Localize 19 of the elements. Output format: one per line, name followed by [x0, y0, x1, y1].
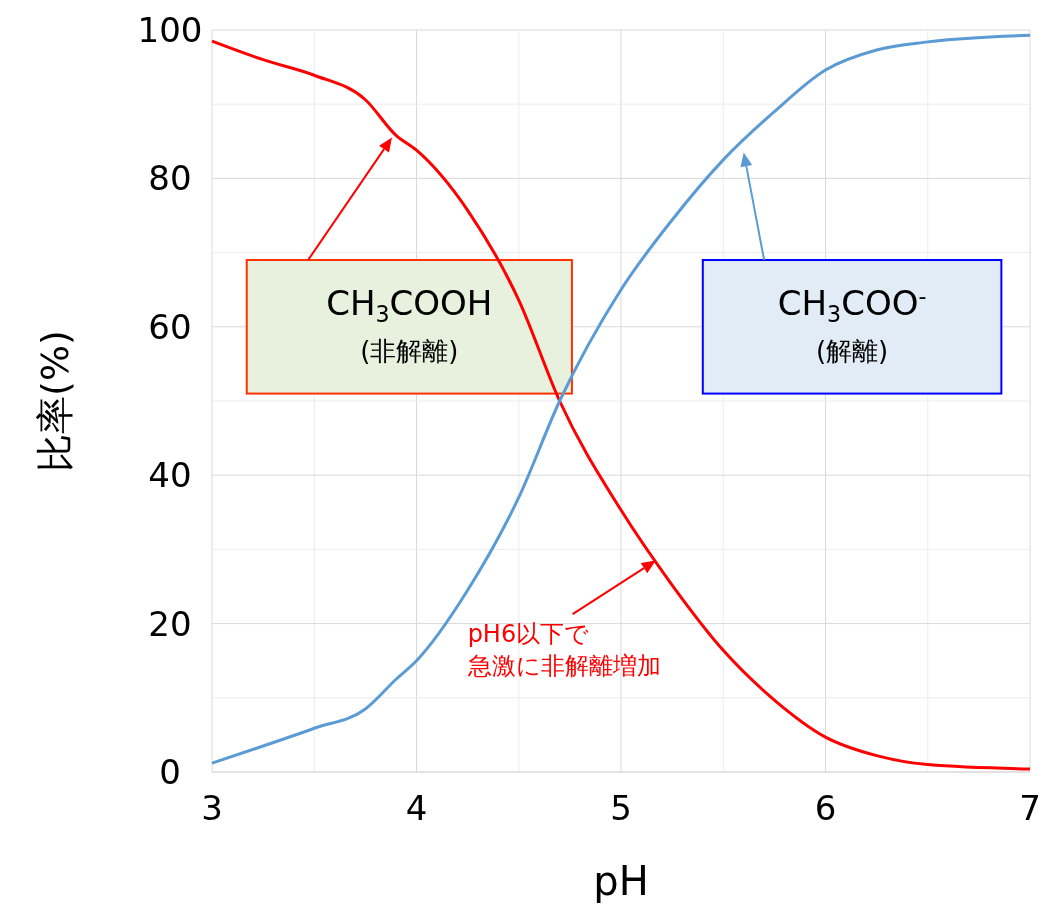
y-tick-label: 40 [148, 455, 192, 496]
annotation: 急激に非解離増加 [466, 652, 661, 681]
y-tick-label: 80 [148, 158, 192, 199]
x-tick-label: 5 [610, 788, 632, 828]
y-tick-label: 20 [148, 603, 192, 644]
x-tick-label: 4 [405, 788, 428, 828]
y-axis-title: 比率(%) [33, 330, 77, 472]
y-tick-label: 60 [148, 306, 192, 347]
annotation: (非解離) [360, 336, 459, 367]
annotation: (解離) [815, 336, 889, 367]
annotation: pH6以下で [467, 620, 590, 649]
y-tick-label: 0 [159, 752, 181, 792]
y-tick-label: 100 [137, 10, 203, 50]
x-tick-label: 3 [201, 788, 223, 828]
x-axis-title: pH [593, 858, 649, 904]
x-tick-label: 6 [814, 788, 837, 828]
annotation: CH$_{3}$COO$^{-}$ [777, 283, 927, 327]
x-tick-label: 7 [1019, 788, 1041, 828]
annotation: CH$_{3}$COOH [326, 283, 493, 327]
